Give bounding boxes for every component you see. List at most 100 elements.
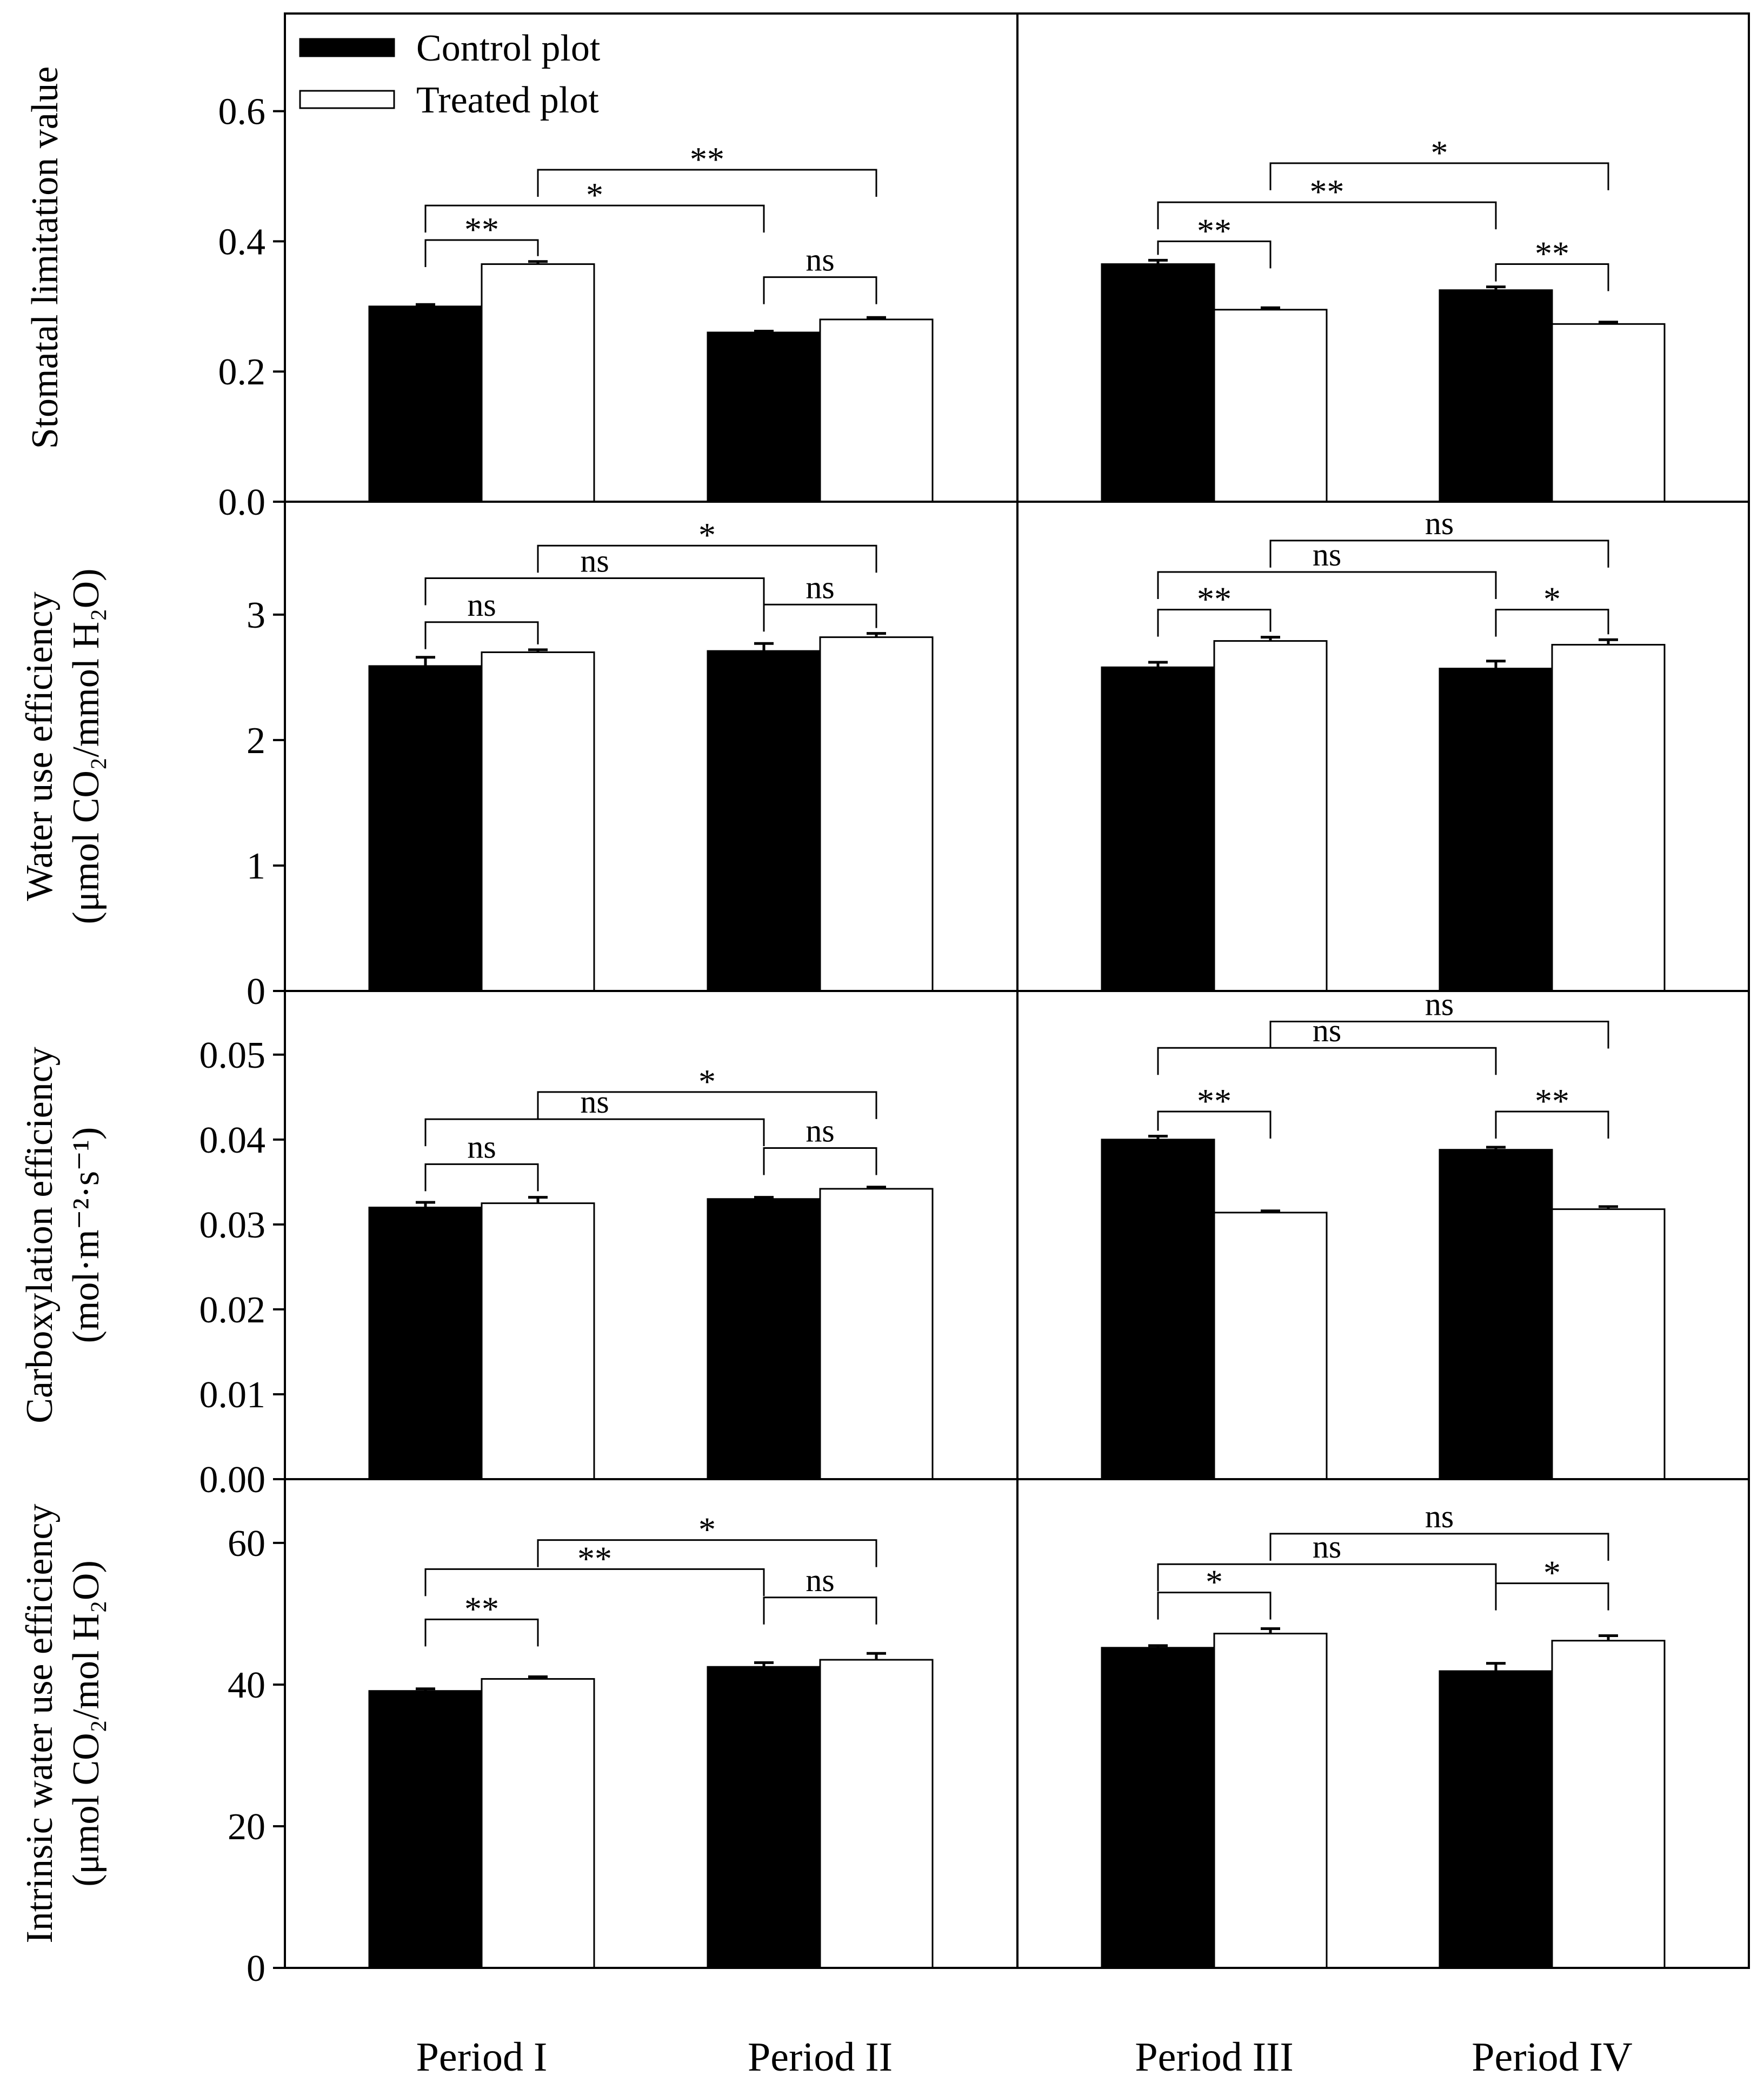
significance-label: **: [464, 210, 499, 249]
error-bar: [1486, 1662, 1506, 1672]
significance-bracket: [763, 1596, 877, 1625]
y-tick-label: 20: [228, 1806, 265, 1848]
x-axis-labels: Period I Period II Period III Period IV: [416, 2034, 1633, 2080]
legend-label: Treated plot: [416, 79, 599, 121]
significance-label: ns: [806, 569, 834, 605]
significance-label: *: [698, 1062, 716, 1101]
significance-bracket: [424, 239, 539, 267]
error-bar: [1148, 1644, 1168, 1648]
bar-control-4: [1439, 1149, 1553, 1480]
significance-label: **: [690, 140, 724, 178]
significance-label: ns: [580, 1084, 609, 1120]
significance-label: ns: [1313, 1013, 1341, 1048]
y-tick-label: 0.04: [199, 1120, 266, 1161]
error-bar: [867, 1186, 886, 1189]
bar-treated-4: [1551, 323, 1666, 503]
error-bar: [754, 330, 774, 333]
bar-control-3: [1101, 263, 1215, 503]
bar-treated-3: [1213, 1212, 1328, 1480]
bar-control-2: [707, 331, 821, 503]
y-tick-label: 0.00: [199, 1459, 266, 1501]
significance-bracket: [1269, 1533, 1609, 1561]
bar-control-4: [1439, 668, 1553, 992]
y-tick-label: 40: [228, 1665, 265, 1706]
error-bar: [1599, 1205, 1618, 1209]
y-axis-unit: (mol·m⁻²·s⁻¹): [65, 1127, 107, 1343]
significance-label: ns: [467, 1129, 496, 1165]
significance-label: *: [1206, 1563, 1223, 1601]
y-tick-label: 0: [247, 1948, 265, 1990]
error-bar: [1261, 306, 1280, 310]
significance-bracket: [1157, 1592, 1272, 1620]
error-bar: [754, 1661, 774, 1667]
bar-control-3: [1101, 666, 1215, 992]
significance-label: ns: [806, 1562, 834, 1598]
error-bar: [528, 648, 548, 653]
significance-bracket: [537, 544, 877, 573]
bar-treated-2: [819, 1659, 934, 1969]
error-bar: [1599, 1634, 1618, 1641]
significance-label: *: [1431, 134, 1448, 172]
x-tick-label: Period III: [1135, 2034, 1293, 2080]
significance-label: *: [1543, 1554, 1561, 1592]
bar-control-2: [707, 1198, 821, 1480]
significance-bracket: [1157, 1563, 1497, 1592]
bar-control-2: [707, 650, 821, 992]
significance-bracket: [424, 1568, 765, 1596]
bar-control-1: [368, 305, 483, 503]
significance-bracket: [1269, 1021, 1609, 1049]
significance-label: **: [464, 1589, 499, 1628]
error-bar: [754, 1196, 774, 1199]
error-bar: [1486, 1146, 1506, 1150]
significance-bracket: [424, 621, 539, 649]
significance-label: **: [1197, 580, 1232, 618]
error-bar: [528, 260, 548, 264]
bar-control-4: [1439, 1670, 1553, 1969]
significance-bracket: [1157, 609, 1272, 637]
y-tick-label: 0: [247, 971, 265, 1013]
bar-treated-2: [819, 1188, 934, 1480]
y-tick-label: 0.2: [218, 351, 266, 393]
significance-bracket: [424, 577, 765, 606]
significance-label: *: [1543, 580, 1561, 618]
significance-label: ns: [806, 242, 834, 278]
error-bar: [416, 1687, 435, 1691]
y-tick-label: 0.02: [199, 1289, 266, 1331]
significance-label: ns: [1425, 1499, 1454, 1534]
significance-bracket: [1269, 540, 1609, 568]
bar-treated-3: [1213, 640, 1328, 992]
significance-label: ns: [467, 587, 496, 623]
x-tick-label: Period IV: [1472, 2034, 1633, 2080]
y-tick-label: 1: [247, 846, 265, 887]
significance-bracket: [1157, 1110, 1272, 1139]
significance-bracket: [1495, 609, 1609, 637]
significance-label: **: [1535, 235, 1569, 273]
bar-control-4: [1439, 289, 1553, 503]
bar-treated-2: [819, 636, 934, 992]
error-bar: [754, 642, 774, 651]
significance-bracket: [1269, 162, 1609, 190]
significance-label: **: [1535, 1082, 1569, 1120]
bar-treated-1: [481, 1202, 595, 1480]
error-bar: [528, 1675, 548, 1679]
bar-treated-1: [481, 263, 595, 503]
significance-bracket: [1157, 571, 1497, 599]
significance-label: *: [698, 516, 716, 554]
error-bar: [867, 1652, 886, 1660]
significance-bracket: [537, 1539, 877, 1567]
bar-treated-3: [1213, 309, 1328, 503]
significance-bracket: [424, 1618, 539, 1647]
error-bar: [1148, 1135, 1168, 1140]
error-bar: [528, 1196, 548, 1203]
significance-label: *: [586, 176, 603, 214]
error-bar: [1148, 661, 1168, 668]
y-axis-title: Stomatal limitation value: [24, 66, 66, 449]
significance-label: ns: [1425, 505, 1454, 541]
error-bar: [416, 303, 435, 307]
significance-bracket: [763, 603, 877, 632]
error-bar: [1599, 321, 1618, 324]
bar-treated-2: [819, 318, 934, 503]
significance-bracket: [424, 204, 765, 233]
